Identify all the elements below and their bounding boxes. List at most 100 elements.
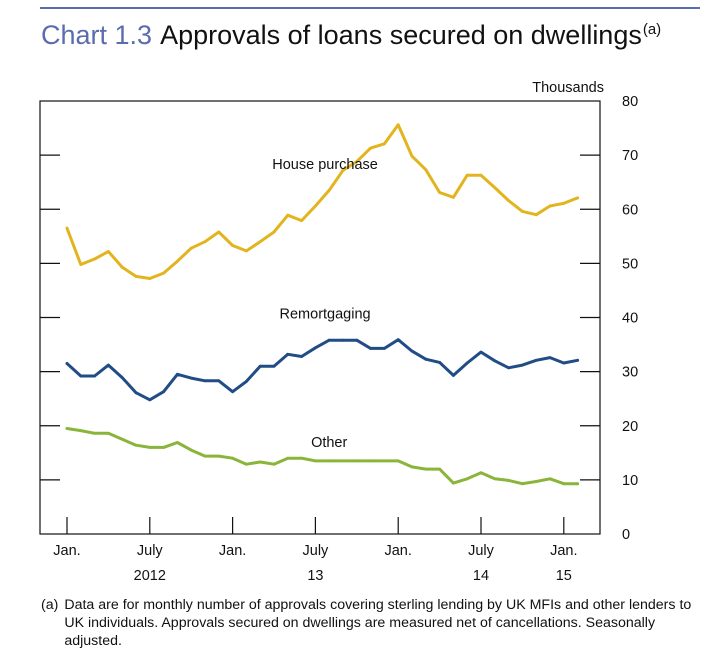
- data-point: [507, 479, 510, 482]
- data-point: [176, 372, 179, 376]
- data-point: [383, 347, 386, 350]
- data-point: [120, 437, 124, 441]
- data-point: [465, 477, 469, 481]
- data-point: [258, 364, 262, 368]
- data-point: [148, 398, 152, 402]
- data-point: [493, 359, 497, 363]
- data-point: [534, 480, 538, 483]
- data-point: [107, 363, 110, 367]
- data-point: [176, 441, 179, 444]
- data-point: [300, 355, 303, 358]
- y-unit-label: Thousands: [532, 80, 604, 96]
- data-point: [534, 358, 538, 362]
- data-point: [438, 361, 441, 364]
- data-point: [424, 357, 428, 361]
- data-point: [272, 462, 276, 466]
- data-point: [65, 427, 69, 430]
- data-point: [369, 146, 372, 150]
- data-point: [189, 246, 193, 250]
- data-point: [286, 213, 290, 217]
- data-point: [369, 459, 372, 463]
- data-point: [479, 471, 483, 475]
- data-point: [134, 275, 138, 278]
- footnote: (a) Data are for monthly number of appro…: [41, 596, 706, 650]
- data-point: [203, 454, 207, 458]
- series-line-remortgaging: [65, 338, 580, 402]
- data-point: [93, 257, 96, 261]
- data-point: [355, 338, 359, 342]
- data-point: [134, 391, 138, 395]
- y-axis-labels: 0 10 20 30 40 50 60 70 80: [622, 94, 638, 543]
- y-tick-label: 40: [622, 311, 638, 327]
- data-point: [521, 482, 524, 486]
- y-tick-label: 30: [622, 365, 638, 381]
- x-year-label: 13: [307, 568, 323, 584]
- data-point: [383, 459, 386, 463]
- y-tick-label: 0: [622, 527, 630, 543]
- data-point: [452, 195, 455, 199]
- data-point: [396, 123, 400, 127]
- data-point: [355, 160, 359, 164]
- data-point: [189, 448, 193, 452]
- data-point: [79, 429, 83, 432]
- left-axis-ticks: [40, 154, 60, 481]
- data-point: [300, 219, 303, 223]
- data-point: [507, 199, 510, 203]
- x-year-label: 2012: [134, 568, 166, 584]
- data-point: [162, 446, 166, 449]
- data-point: [521, 363, 524, 367]
- data-point: [465, 173, 469, 177]
- data-point: [452, 481, 455, 485]
- data-point: [231, 244, 235, 247]
- data-point: [314, 346, 317, 350]
- x-tick-label: Jan.: [53, 543, 80, 559]
- series-label: Remortgaging: [280, 307, 371, 323]
- data-point: [327, 188, 331, 192]
- data-point: [176, 259, 179, 263]
- data-point: [521, 210, 524, 213]
- data-point: [300, 456, 303, 460]
- data-point: [576, 358, 579, 362]
- data-point: [107, 431, 110, 435]
- data-point: [286, 352, 290, 356]
- footnote-marker: (a): [41, 597, 59, 613]
- data-point: [438, 191, 441, 194]
- data-point: [272, 364, 276, 368]
- data-point: [424, 467, 428, 471]
- data-point: [258, 240, 262, 244]
- data-point: [410, 349, 414, 353]
- y-tick-label: 80: [622, 94, 638, 110]
- x-tick-label: Jan.: [219, 543, 246, 559]
- data-point: [314, 204, 317, 208]
- data-point: [479, 350, 483, 354]
- data-point: [479, 173, 483, 177]
- x-year-label: 14: [473, 568, 489, 584]
- data-point: [369, 347, 372, 350]
- data-point: [452, 374, 455, 377]
- x-tick-label: July: [468, 543, 495, 559]
- data-point: [93, 431, 96, 435]
- y-tick-label: 60: [622, 202, 638, 218]
- data-point: [562, 361, 566, 365]
- x-tick-label: July: [303, 543, 330, 559]
- data-point: [410, 154, 414, 158]
- data-point: [120, 265, 124, 269]
- x-tick-label: Jan.: [384, 543, 411, 559]
- data-point: [314, 459, 317, 463]
- data-point: [355, 459, 359, 463]
- data-point: [120, 376, 124, 379]
- data-point: [217, 230, 221, 234]
- data-point: [217, 454, 221, 458]
- title-footnote-marker: (a): [642, 21, 662, 38]
- series-labels: House purchase Remortgaging Other: [272, 157, 378, 451]
- footnote-text: Data are for monthly number of approvals…: [64, 597, 692, 649]
- series-line-house-purchase: [65, 123, 580, 280]
- data-point: [327, 338, 331, 342]
- right-axis-ticks: [580, 154, 600, 481]
- data-point: [272, 230, 276, 234]
- data-point: [65, 226, 69, 230]
- y-tick-label: 70: [622, 148, 638, 164]
- data-point: [396, 459, 400, 463]
- data-point: [548, 477, 552, 481]
